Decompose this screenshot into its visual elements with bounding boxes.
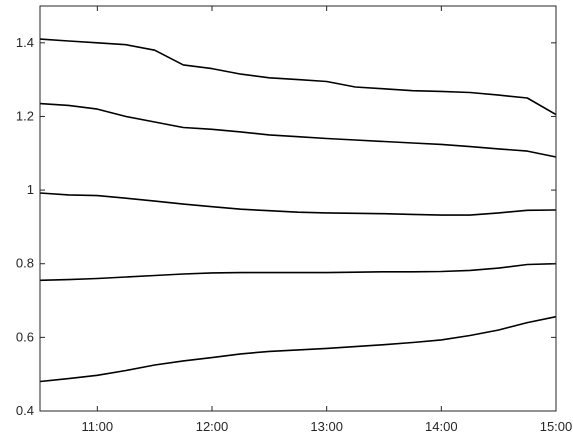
- series-line-2: [39, 102, 557, 158]
- series-layer: [39, 38, 557, 383]
- x-tick-label: 14:00: [425, 419, 458, 434]
- axis-layer: 11:00 12:00 13:00 14:00 15:00 0.4 0.6 0.8 1 1.2 1.…: [16, 5, 573, 434]
- y-tick-label: 1: [27, 182, 34, 197]
- series-line-5: [39, 315, 557, 383]
- x-tick-label: 12:00: [196, 419, 229, 434]
- y-tick-label: 0.4: [16, 403, 34, 418]
- series-line-3: [39, 192, 557, 216]
- axes-box: [39, 5, 557, 412]
- x-tick-label: 15:00: [540, 419, 573, 434]
- x-tick-label: 11:00: [82, 419, 114, 434]
- y-tick-label: 1.2: [16, 108, 34, 123]
- y-tick-label: 0.6: [16, 329, 34, 344]
- series-line-1: [39, 38, 557, 116]
- y-tick-label: 0.8: [16, 256, 34, 271]
- plot-area: [40, 6, 556, 411]
- series-line-4: [39, 262, 557, 282]
- y-tick-label: 1.4: [16, 35, 34, 50]
- x-tick-label: 13:00: [310, 419, 343, 434]
